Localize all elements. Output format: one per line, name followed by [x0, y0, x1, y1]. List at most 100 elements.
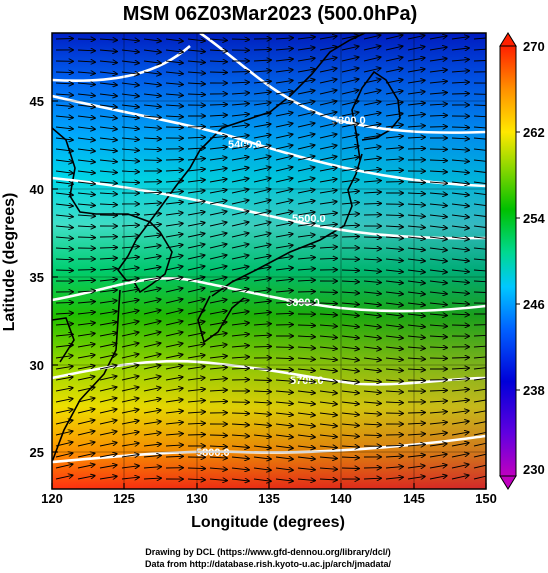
- wind-arrow: [319, 391, 337, 393]
- wind-arrow: [473, 356, 486, 359]
- x-tick-label: 130: [186, 491, 208, 506]
- colorbar-label: 246: [523, 297, 545, 312]
- credit-data-source: Data from http://database.rish.kyoto-u.a…: [145, 559, 392, 569]
- wind-arrow: [55, 138, 73, 140]
- y-axis: 25 30 35 40 45 Latitude (degrees): [1, 94, 58, 460]
- wind-arrow: [253, 301, 271, 303]
- wind-arrow: [99, 443, 117, 447]
- wind-arrow: [407, 466, 425, 468]
- wind-arrow: [385, 358, 403, 360]
- wind-arrow: [187, 299, 205, 304]
- wind-arrow: [77, 237, 95, 238]
- wind-arrow: [99, 376, 117, 381]
- wind-arrow: [121, 257, 139, 259]
- wind-arrow: [319, 224, 337, 226]
- wind-arrow: [407, 369, 425, 370]
- wind-arrow: [363, 124, 381, 127]
- wind-arrow: [275, 189, 293, 194]
- wind-arrow: [385, 325, 403, 327]
- wind-arrow: [165, 445, 183, 446]
- wind-arrow: [363, 113, 381, 117]
- wind-arrow: [253, 124, 271, 127]
- wind-arrow: [121, 410, 139, 414]
- wind-arrow: [451, 160, 469, 161]
- wind-arrow: [319, 314, 337, 315]
- wind-arrow: [77, 116, 95, 118]
- wind-arrow: [275, 446, 293, 448]
- wind-arrow: [275, 457, 293, 459]
- wind-arrow: [407, 434, 425, 435]
- wind-arrow: [341, 314, 359, 316]
- wind-arrow: [231, 168, 249, 172]
- wind-arrow: [341, 57, 359, 62]
- wind-arrow: [99, 409, 117, 414]
- x-tick-label: 150: [475, 491, 497, 506]
- wind-arrow: [165, 127, 183, 128]
- wind-arrow: [99, 279, 117, 281]
- wind-arrow: [451, 325, 469, 326]
- wind-arrow: [187, 333, 205, 337]
- wind-arrow: [451, 281, 469, 283]
- wind-arrow: [187, 322, 205, 326]
- wind-arrow: [385, 114, 403, 117]
- wind-arrow: [165, 288, 183, 293]
- wind-arrow: [297, 402, 315, 404]
- wind-arrow: [77, 476, 95, 480]
- wind-arrow: [99, 83, 117, 85]
- wind-arrow: [99, 354, 117, 359]
- wind-arrow: [55, 171, 73, 173]
- wind-arrow: [473, 464, 486, 469]
- wind-arrow: [429, 476, 447, 480]
- wind-arrow: [319, 112, 337, 117]
- wind-arrow: [187, 212, 205, 216]
- wind-arrow: [275, 200, 293, 205]
- contour-5600: [52, 276, 486, 313]
- wind-arrow: [99, 61, 117, 63]
- wind-arrow: [143, 72, 161, 74]
- wind-arrow: [275, 279, 293, 281]
- wind-arrow: [209, 72, 227, 73]
- wind-arrow: [55, 313, 73, 314]
- wind-arrow: [275, 468, 293, 470]
- wind-arrow: [55, 464, 73, 469]
- wind-arrow: [429, 237, 447, 239]
- wind-arrow: [55, 431, 73, 436]
- wind-arrow: [99, 454, 117, 458]
- wind-arrow: [275, 257, 293, 260]
- wind-arrow: [275, 313, 293, 314]
- wind-arrow: [473, 214, 486, 217]
- wind-arrow: [297, 380, 315, 382]
- wind-arrow: [231, 189, 249, 194]
- wind-arrow: [407, 358, 425, 359]
- wind-arrow: [363, 347, 381, 349]
- wind-arrow: [231, 200, 249, 205]
- wind-arrow: [341, 46, 359, 51]
- wind-arrow: [121, 354, 139, 359]
- wind-arrow: [253, 380, 271, 381]
- wind-arrow: [209, 401, 227, 402]
- y-tick-label: 45: [30, 94, 44, 109]
- wind-arrow: [77, 138, 95, 140]
- wind-arrow: [407, 182, 425, 183]
- wind-arrow: [451, 149, 469, 150]
- wind-arrow: [385, 248, 403, 250]
- wind-arrow: [187, 366, 205, 369]
- wind-arrow: [143, 50, 161, 52]
- wind-arrow: [143, 235, 161, 237]
- wind-arrow: [99, 290, 117, 292]
- wind-arrow: [187, 468, 205, 469]
- wind-arrow: [297, 358, 315, 359]
- wind-arrow: [165, 434, 183, 435]
- wind-arrow: [231, 157, 249, 161]
- wind-arrow: [363, 413, 381, 414]
- wind-arrow: [341, 446, 359, 447]
- wind-arrow: [429, 454, 447, 457]
- wind-arrow: [55, 453, 73, 458]
- wind-arrow: [121, 160, 139, 161]
- wind-arrow: [429, 59, 447, 62]
- colorbar-label: 238: [523, 383, 545, 398]
- wind-arrow: [297, 269, 315, 270]
- wind-arrow: [77, 453, 95, 458]
- wind-arrow: [275, 38, 293, 39]
- wind-arrow: [165, 332, 183, 337]
